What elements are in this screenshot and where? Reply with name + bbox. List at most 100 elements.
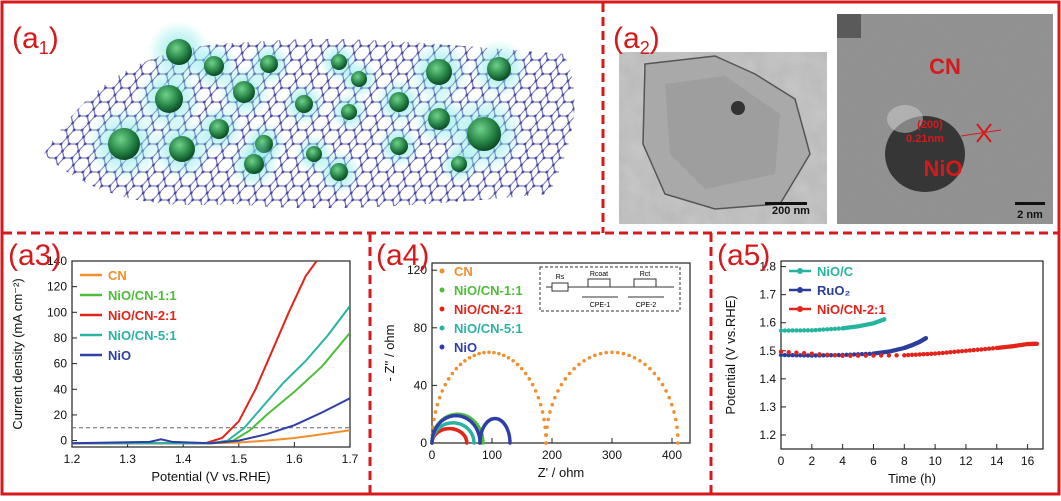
stability-point [794,328,799,333]
stability-point [840,353,845,359]
y-tick-label: 1.5 [759,344,776,358]
stability-point [929,351,934,357]
stability-point [790,353,795,358]
nio-particle [295,95,313,113]
stability-point [975,347,980,352]
legend-label: CN [108,268,127,283]
nyquist-point [435,402,440,407]
x-tick-label: 0 [778,454,785,468]
nio-particle [166,39,192,65]
legend-label: RuO₂ [817,283,850,298]
series-line-nio-cn-2-1 [72,261,318,445]
nyquist-point [675,433,680,437]
nyquist-point [538,402,543,407]
x-tick-label: 2 [808,454,815,468]
stability-point [778,349,784,354]
y-tick-label: 80 [414,321,428,335]
nyquist-point [670,402,674,407]
stability-point [855,353,861,358]
nyquist-point [440,389,445,393]
nyquist-point [550,402,554,407]
stability-point [778,328,784,333]
nyquist-point [544,433,549,437]
scale-bar-right: 2 nm [1017,209,1043,221]
nyquist-point [450,371,455,376]
stability-point [832,353,838,358]
nyquist-point [446,377,451,381]
stability-point [909,352,915,358]
panel-label-a4: (a4) [376,239,429,272]
x-tick-label: 12 [959,454,973,468]
nyquist-point [610,350,614,355]
stability-point [921,352,926,357]
nio-particle [108,128,140,160]
y-tick-label: 1.7 [759,288,776,302]
stability-point [801,328,807,333]
y-tick-label: 0 [420,436,427,450]
y-tick-label: 1.4 [759,372,776,386]
nio-particle [351,71,367,87]
stability-point [798,353,803,358]
stability-point [825,352,830,357]
stability-point [925,351,930,357]
stability-point [832,326,838,332]
nyquist-point [482,350,486,355]
panel-a5: 0 2 4 6 8 10 12 14 16 1.2 1.3 1.4 1.5 1.6 1.7 1.8 Time (… [713,235,1058,493]
stability-point [956,349,961,354]
nio-particle [233,81,255,103]
nyquist-point [648,366,652,371]
nyquist-point [656,377,661,381]
legend-marker [439,344,445,350]
x-axis-label: Time (h) [888,471,936,486]
y-tick-label: 80 [54,331,68,345]
y-axis-label: - Z'' / ohm [382,325,397,382]
stability-point [979,347,984,352]
nyquist-point [643,362,647,367]
stability-point [790,328,795,333]
nyquist-point [530,382,535,387]
nyquist-point [638,358,642,363]
nio-cn-schematic: (a1) [12,20,575,209]
stability-point [805,353,811,358]
y-tick-label: 20 [54,408,68,422]
y-tick-label: 40 [414,378,428,392]
stability-point [944,350,949,355]
stability-point [902,353,907,358]
stability-point [852,352,857,357]
legend-label: NiO/C [817,264,854,279]
stability-point [782,328,788,333]
nyquist-point [432,417,436,422]
stability-chart: 0 2 4 6 8 10 12 14 16 1.2 1.3 1.4 1.5 1.6 1.7 1.8 Time (… [717,239,1044,486]
panel-a4: 0 100 200 300 400 0 40 80 120 Z' / ohm - Z'' / ohm… [372,235,709,493]
nyquist-point [463,358,467,363]
stability-point [905,352,911,358]
nio-particle [169,136,195,162]
nyquist-point [511,358,515,363]
legend-label: NiO [454,340,477,355]
legend-label: NiO/CN-2:1 [454,302,523,317]
stability-point [913,352,919,357]
nyquist-point [533,389,538,393]
stability-point [821,327,826,332]
lattice-plane: (200) [917,119,943,131]
nyquist-point [467,355,472,360]
nio-particle [260,55,278,73]
stability-point [967,348,972,353]
stability-point [821,353,826,358]
resistor-rct [633,278,657,288]
y-tick-label: 0 [60,434,67,448]
legend-marker [797,268,803,274]
stability-point [971,347,976,353]
stability-point [801,351,807,356]
nyquist-point [673,417,678,422]
nyquist-point [443,382,448,387]
legend-label: NiO/CN-1:1 [108,288,177,303]
nio-particle [426,59,452,85]
x-tick-label: 200 [542,448,562,462]
stability-point [809,351,815,356]
nyquist-point [672,410,676,414]
nyquist-point [556,389,560,393]
nyquist-point [536,395,541,400]
stability-point [963,348,969,353]
